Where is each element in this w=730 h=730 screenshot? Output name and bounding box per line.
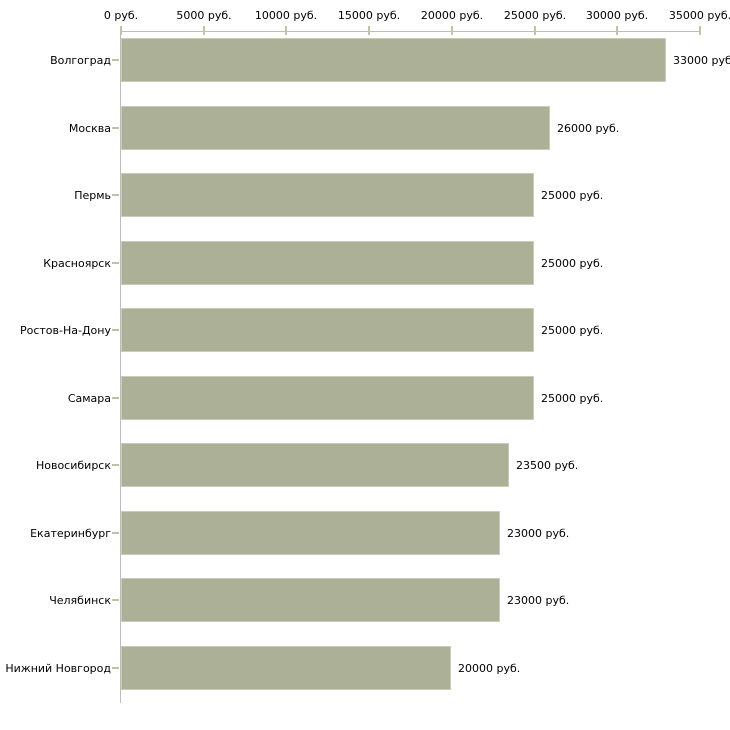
bar bbox=[121, 511, 500, 555]
x-axis-tick bbox=[368, 26, 370, 35]
category-label: Екатеринбург bbox=[30, 526, 111, 540]
x-axis-tick-label: 30000 руб. bbox=[585, 9, 649, 22]
bar bbox=[121, 241, 534, 285]
category-label: Пермь bbox=[74, 188, 111, 202]
value-label: 33000 руб bbox=[673, 53, 730, 67]
x-axis-tick-label: 35000 руб. bbox=[668, 9, 730, 22]
value-label: 26000 руб. bbox=[557, 121, 620, 135]
x-axis-tick-label: 25000 руб. bbox=[503, 9, 567, 22]
bar bbox=[121, 106, 550, 150]
x-axis-tick-label: 0 руб. bbox=[103, 9, 139, 22]
category-tick bbox=[112, 667, 119, 669]
category-tick bbox=[112, 397, 119, 399]
value-label: 23000 руб. bbox=[507, 526, 570, 540]
value-label: 25000 руб. bbox=[541, 256, 604, 270]
x-axis-line bbox=[120, 31, 701, 32]
x-axis-tick bbox=[203, 26, 205, 35]
category-tick bbox=[112, 59, 119, 61]
category-tick bbox=[112, 127, 119, 129]
category-label: Самара bbox=[67, 391, 111, 405]
bar bbox=[121, 646, 451, 690]
category-label: Ростов-На-Дону bbox=[19, 323, 111, 337]
value-label: 23000 руб. bbox=[507, 593, 570, 607]
value-label: 20000 руб. bbox=[458, 661, 521, 675]
bar bbox=[121, 443, 509, 487]
category-tick bbox=[112, 194, 119, 196]
x-axis-tick bbox=[451, 26, 453, 35]
x-axis-tick-label: 15000 руб. bbox=[337, 9, 401, 22]
category-label: Челябинск bbox=[49, 593, 111, 607]
category-tick bbox=[112, 262, 119, 264]
category-label: Москва bbox=[68, 121, 111, 135]
x-axis-tick bbox=[285, 26, 287, 35]
value-label: 25000 руб. bbox=[541, 323, 604, 337]
bar bbox=[121, 308, 534, 352]
value-label: 23500 руб. bbox=[516, 458, 579, 472]
category-label: Красноярск bbox=[43, 256, 111, 270]
x-axis-tick bbox=[616, 26, 618, 35]
x-axis-tick-label: 5000 руб. bbox=[176, 9, 232, 22]
category-tick bbox=[112, 464, 119, 466]
bar bbox=[121, 578, 500, 622]
category-tick bbox=[112, 599, 119, 601]
value-label: 25000 руб. bbox=[541, 188, 604, 202]
category-tick bbox=[112, 532, 119, 534]
x-axis-tick bbox=[699, 26, 701, 35]
x-axis-tick bbox=[120, 26, 122, 35]
bar bbox=[121, 376, 534, 420]
value-label: 25000 руб. bbox=[541, 391, 604, 405]
category-label: Нижний Новгород bbox=[5, 661, 111, 675]
y-axis-line bbox=[120, 31, 121, 703]
category-label: Волгоград bbox=[50, 53, 111, 67]
x-axis-tick bbox=[534, 26, 536, 35]
bar bbox=[121, 173, 534, 217]
bar bbox=[121, 38, 666, 82]
x-axis-tick-label: 20000 руб. bbox=[420, 9, 484, 22]
category-tick bbox=[112, 329, 119, 331]
category-label: Новосибирск bbox=[35, 458, 111, 472]
x-axis-tick-label: 10000 руб. bbox=[254, 9, 318, 22]
